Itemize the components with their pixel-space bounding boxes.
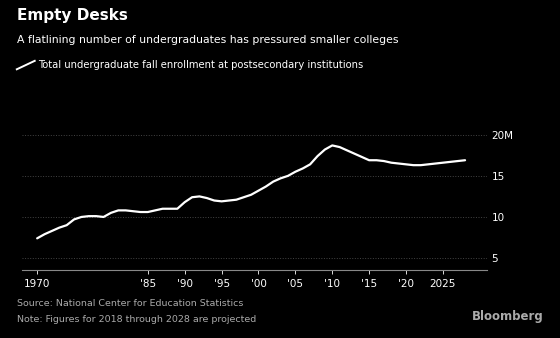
Text: Total undergraduate fall enrollment at postsecondary institutions: Total undergraduate fall enrollment at p… — [38, 60, 363, 70]
Text: Source: National Center for Education Statistics: Source: National Center for Education St… — [17, 299, 243, 308]
Text: A flatlining number of undergraduates has pressured smaller colleges: A flatlining number of undergraduates ha… — [17, 35, 398, 46]
Text: Note: Figures for 2018 through 2028 are projected: Note: Figures for 2018 through 2028 are … — [17, 315, 256, 324]
Text: Bloomberg: Bloomberg — [472, 310, 543, 323]
Text: Empty Desks: Empty Desks — [17, 8, 128, 23]
